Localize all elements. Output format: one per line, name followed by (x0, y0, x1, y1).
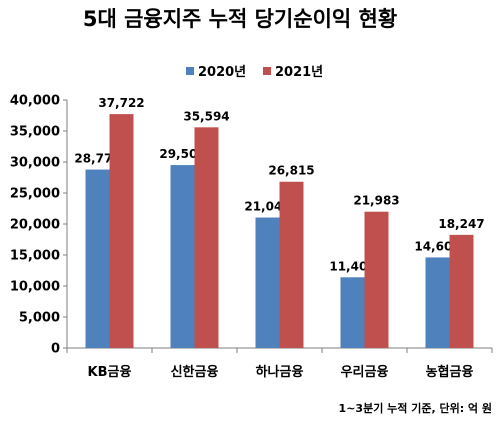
data-label-2020: 29,502 (159, 147, 205, 161)
bar-2021 (109, 114, 134, 348)
bar-2021 (449, 234, 474, 348)
legend-swatch-2021 (263, 67, 271, 75)
x-category-label: 하나금융 (256, 364, 304, 380)
data-label-2020: 14,608 (414, 239, 460, 253)
data-label-2021: 35,594 (183, 109, 229, 123)
data-label-2020: 11,404 (329, 259, 375, 273)
y-tick-label: 30,000 (10, 156, 60, 171)
bar-2021 (364, 211, 389, 348)
data-label-2021: 21,983 (353, 194, 399, 208)
plot-area: 0 5,000 10,000 15,000 20,000 25,000 30,000 35,0… (10, 94, 493, 380)
y-tick-label: 10,000 (10, 280, 60, 295)
y-tick-label: 25,000 (10, 187, 60, 202)
legend: 2020년 2021년 (186, 65, 323, 80)
x-category-label: 우리금융 (341, 364, 389, 380)
data-label-2020: 21,044 (244, 200, 290, 214)
x-category-label: KB금융 (88, 364, 132, 380)
y-tick-label: 5,000 (19, 311, 60, 326)
x-category-label: 농협금융 (426, 364, 474, 380)
data-label-2021: 26,815 (268, 164, 314, 178)
x-category-label: 신한금융 (171, 364, 219, 380)
legend-label-2021: 2021년 (275, 65, 323, 80)
data-label-2020: 28,779 (74, 152, 120, 166)
legend-label-2020: 2020년 (198, 65, 246, 80)
bar-2020 (170, 165, 195, 348)
unit-footnote: 1~3분기 누적 기준, 단위: 억 원 (339, 401, 492, 415)
y-tick-label: 35,000 (10, 125, 60, 140)
legend-swatch-2020 (186, 67, 194, 75)
chart-title: 5대 금융지주 누적 당기순이익 현황 (83, 7, 397, 31)
data-label-2021: 18,247 (438, 217, 484, 231)
data-label-2021: 37,722 (98, 96, 144, 110)
bar-2020 (340, 277, 365, 348)
bar-2021 (194, 127, 219, 348)
bar-2021 (279, 181, 304, 348)
y-tick-label: 0 (51, 342, 60, 357)
bar-2020 (85, 169, 110, 348)
bar-2020 (425, 257, 450, 348)
y-tick-label: 40,000 (10, 94, 60, 109)
y-tick-label: 15,000 (10, 249, 60, 264)
y-tick-label: 20,000 (10, 218, 60, 233)
bar-2020 (255, 217, 280, 348)
